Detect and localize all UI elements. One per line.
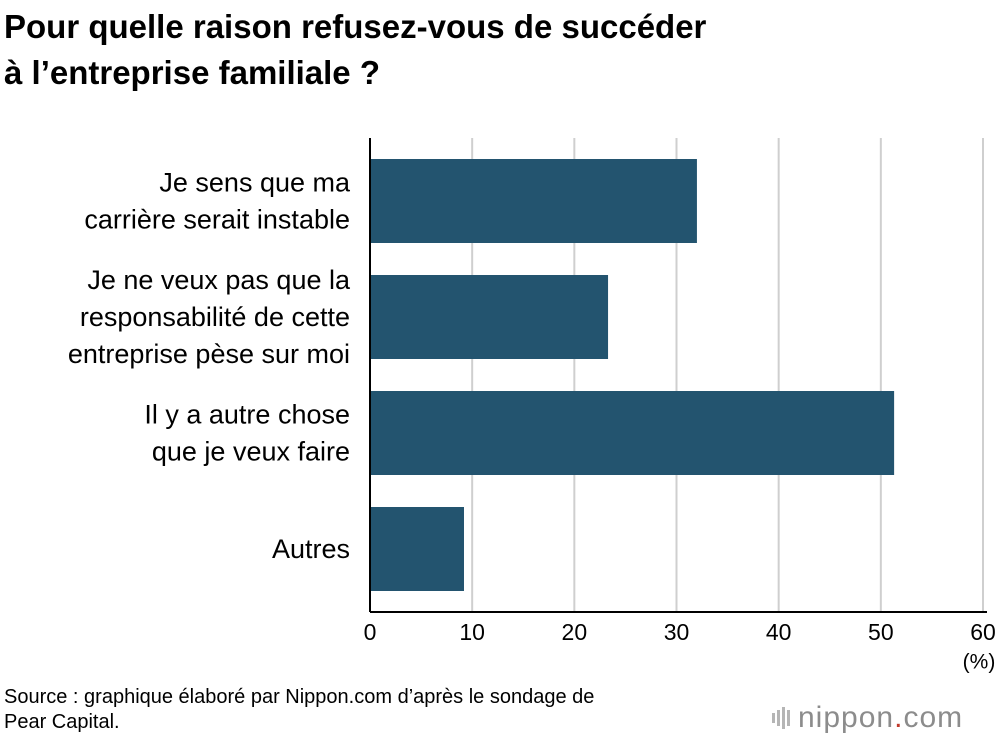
- x-tick-label-1: 10: [459, 619, 485, 645]
- source-note: Source : graphique élaboré par Nippon.co…: [4, 685, 764, 735]
- x-tick-label-6: 60: [970, 619, 996, 645]
- logo-brand: nippon: [798, 701, 895, 734]
- title-line-2: à l’entreprise familiale ?: [4, 54, 380, 91]
- source-line-1: Source : graphique élaboré par Nippon.co…: [4, 686, 595, 708]
- bar-2: [370, 391, 895, 475]
- chart-title: Pour quelle raison refusez-vous de succé…: [4, 4, 994, 96]
- x-tick-label-4: 40: [766, 619, 792, 645]
- nippon-logo[interactable]: nippon.com: [772, 701, 963, 735]
- logo-tld: com: [903, 701, 964, 734]
- source-line-2: Pear Capital.: [4, 711, 120, 733]
- title-line-1: Pour quelle raison refusez-vous de succé…: [4, 8, 707, 45]
- category-label-1-1: responsabilité de cette: [80, 302, 350, 332]
- x-unit-label: (%): [963, 651, 996, 674]
- category-label-1-2: entreprise pèse sur moi: [68, 339, 350, 369]
- category-label-2-0: Il y a autre chose: [144, 400, 350, 430]
- logo-text: nippon.com: [798, 701, 963, 735]
- x-tick-label-3: 30: [664, 619, 690, 645]
- category-label-0-1: carrière serait instable: [84, 205, 350, 235]
- bar-3: [370, 507, 464, 591]
- x-tick-label-2: 20: [562, 619, 588, 645]
- bar-0: [370, 159, 697, 243]
- logo-bars-icon: [772, 707, 790, 729]
- category-label-2-1: que je veux faire: [152, 437, 350, 467]
- logo-dot: .: [894, 701, 904, 734]
- x-tick-label-5: 50: [868, 619, 894, 645]
- category-label-3-0: Autres: [272, 534, 350, 564]
- category-label-0-0: Je sens que ma: [159, 168, 351, 198]
- x-tick-label-0: 0: [364, 619, 377, 645]
- bar-1: [370, 275, 609, 359]
- category-label-1-0: Je ne veux pas que la: [87, 265, 351, 295]
